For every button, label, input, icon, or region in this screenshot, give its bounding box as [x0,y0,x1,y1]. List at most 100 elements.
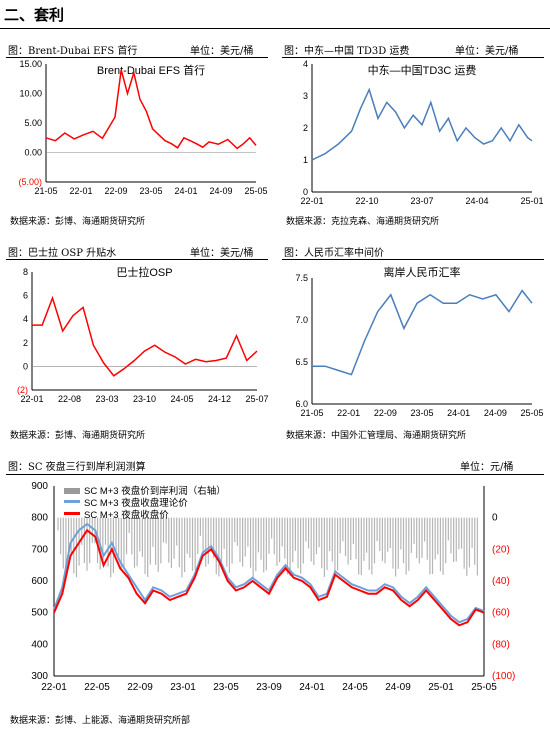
x-tick-label: 24-01 [299,682,325,693]
x-tick-label: 22-01 [337,408,360,418]
chart-td3c: 4 3 2 1 022-01 22-10 23-07 24-04 25-01 中东—中国TD3C … [300,59,543,206]
x-tick-label: 22-09 [374,408,397,418]
y-right-tick-label: (20) [492,544,510,555]
y-tick-label: 10.00 [19,89,42,99]
panel2-source: 数据来源：克拉克森、海通期货研究所 [286,217,440,227]
y-tick-label: 7.5 [295,273,308,283]
x-tick-label: 23-03 [95,394,118,404]
series-line [312,289,533,376]
y-tick-label: 8 [23,267,28,277]
x-tick-label: 22-01 [69,186,92,196]
y-left-tick-label: 700 [31,544,48,555]
y-tick-label: 1 [303,155,308,165]
y-tick-label: 0.00 [24,148,42,158]
y-left-tick-label: 300 [31,671,48,682]
y-left-tick-label: 500 [31,608,48,619]
panel5-unit: 单位：元/桶 [460,462,514,473]
y-tick-label: (2) [17,385,28,395]
x-tick-label: 21-05 [300,408,323,418]
y-tick-label: 7.0 [295,315,308,325]
y-right-tick-label: (40) [492,576,510,587]
x-tick-label: 25-05 [244,186,267,196]
x-tick-label: 24-09 [385,682,411,693]
y-tick-label: 5.00 [24,118,42,128]
panel3-source: 数据来源：彭博、海通期货研究所 [10,431,146,441]
x-tick-label: 24-05 [342,682,368,693]
x-tick-label: 22-10 [355,196,378,206]
y-right-tick-label: (80) [492,639,510,650]
panel2-rule [282,57,544,58]
chart-title: Brent-Dubai EFS 首行 [97,63,205,77]
section-rule [0,28,550,29]
chart-basrah-osp: 8 6 4 2 0 (2)22-01 22-08 23-03 23-10 24-05 24-12 25… [17,265,269,404]
panel5-source: 数据来源：彭博、上能源、海通期货研究所部 [10,716,191,726]
y-tick-label: (5.00) [18,177,42,187]
panel4-source: 数据来源：中国外汇管理局、海通期货研究所 [286,431,467,441]
x-tick-label: 22-01 [20,394,43,404]
x-tick-label: 23-09 [256,682,282,693]
series-line [53,528,485,627]
y-tick-label: 6 [23,291,28,301]
x-tick-label: 25-05 [520,408,543,418]
series-line [32,295,258,377]
panel4-title: 图：人民币汇率中间价 [284,248,384,259]
x-tick-label: 22-08 [58,394,81,404]
legend-label: SC M+3 夜盘收盘价 [84,509,169,521]
y-tick-label: 15.00 [19,59,42,69]
panel2-title: 图：中东—中国 TD3D 运费 [284,46,410,57]
y-tick-label: 2 [303,123,308,133]
x-tick-label: 25-07 [245,394,268,404]
x-tick-label: 23-05 [213,682,239,693]
series-line [311,87,533,161]
x-tick-label: 23-01 [170,682,196,693]
y-tick-label: 2 [23,338,28,348]
x-tick-label: 22-09 [104,186,127,196]
y-tick-label: 0 [23,361,28,371]
y-right-tick-label: (60) [492,608,510,619]
x-tick-label: 25-01 [520,196,543,206]
panel4-rule [282,259,544,260]
panel2-unit: 单位：美元/桶 [455,46,519,57]
x-tick-label: 24-01 [174,186,197,196]
panel3-unit: 单位：美元/桶 [190,248,254,259]
chart-cnh-rate: 7.5 7.0 6.5 6.021-05 22-01 22-09 23-05 24-01 24-… [295,265,543,418]
x-tick-label: 23-10 [133,394,156,404]
panel3-title: 图：巴士拉 OSP 升贴水 [8,248,117,259]
legend-swatch [64,500,80,503]
y-tick-label: 6.5 [295,357,308,367]
panel1-source: 数据来源：彭博、海通期货研究所 [10,217,146,227]
panel3-rule [6,259,268,260]
legend-swatch [64,512,80,515]
panel1-rule [6,57,268,58]
panel5-title: 图：SC 夜盘三行到岸利润测算 [8,462,146,473]
y-left-tick-label: 800 [31,513,48,524]
x-tick-label: 24-04 [465,196,488,206]
series-line [45,69,257,150]
chart-brent-dubai: 15.00 10.00 5.00 0.00 (5.00)21-05 22-01 22-09 2… [18,59,267,196]
x-tick-label: 23-05 [139,186,162,196]
x-tick-label: 23-05 [410,408,433,418]
x-tick-label: 25-01 [428,682,454,693]
x-tick-label: 25-05 [471,682,497,693]
legend-swatch [64,488,80,494]
y-left-tick-label: 900 [31,481,48,492]
y-left-tick-label: 600 [31,576,48,587]
chart-title: 巴士拉OSP [116,265,172,279]
y-right-tick-label: 0 [492,513,498,524]
panel1-unit: 单位：美元/桶 [190,46,254,57]
x-tick-label: 21-05 [34,186,57,196]
legend-label: SC M+3 夜盘收盘理论价 [84,497,188,509]
y-tick-label: 6.0 [295,399,308,409]
x-tick-label: 22-05 [84,682,110,693]
x-tick-label: 24-12 [208,394,231,404]
x-tick-label: 22-01 [41,682,67,693]
y-tick-label: 4 [23,314,28,324]
y-tick-label: 3 [303,91,308,101]
x-tick-label: 24-05 [170,394,193,404]
legend-label: SC M+3 夜盘价到岸利润（右轴） [84,485,226,497]
x-tick-label: 23-07 [410,196,433,206]
panel1-title: 图：Brent-Dubai EFS 首行 [8,46,138,57]
y-left-tick-label: 400 [31,639,48,650]
chart-sc-profit: 900 800 700 600 500 400 300 0 (20) (40) (60) (80) (1… [31,481,515,693]
x-tick-label: 24-01 [447,408,470,418]
